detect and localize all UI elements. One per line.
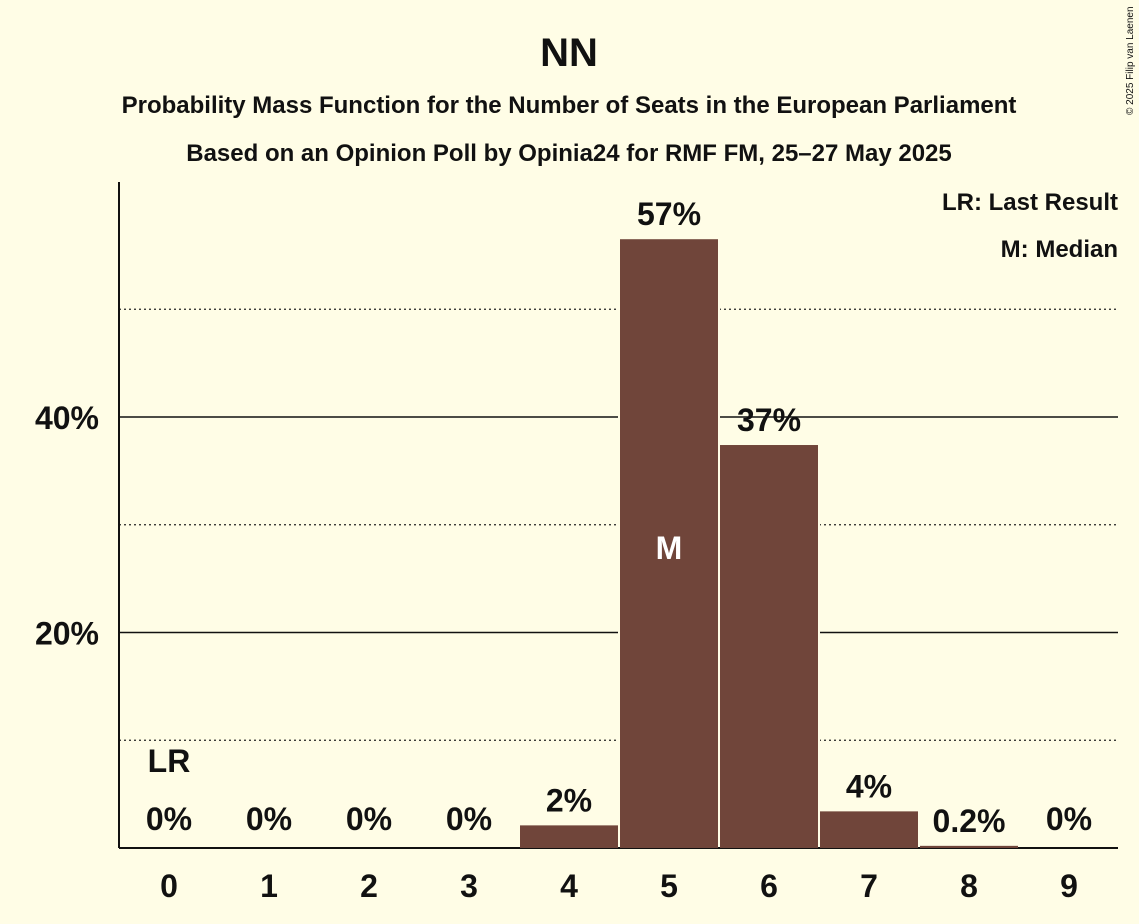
chart-title: NN [540, 31, 598, 75]
bar [720, 445, 818, 848]
data-label: 57% [637, 196, 701, 232]
data-label: 0% [446, 801, 492, 837]
x-tick-label: 6 [760, 868, 778, 904]
bar [620, 239, 718, 848]
data-label: 37% [737, 402, 801, 438]
data-label: 0% [346, 801, 392, 837]
bar [820, 811, 918, 848]
data-label: 0% [146, 801, 192, 837]
chart-subtitle-2: Based on an Opinion Poll by Opinia24 for… [186, 140, 952, 167]
data-label: 0.2% [933, 803, 1006, 839]
copyright: © 2025 Filip van Laenen [1125, 6, 1136, 115]
legend-last-result: LR: Last Result [942, 189, 1118, 216]
y-tick-label: 40% [35, 400, 99, 436]
x-tick-label: 9 [1060, 868, 1078, 904]
data-label: 4% [846, 768, 892, 804]
x-tick-label: 3 [460, 868, 478, 904]
bar [920, 845, 1018, 848]
data-label: 0% [246, 801, 292, 837]
x-tick-label: 1 [260, 868, 278, 904]
x-tick-label: 7 [860, 868, 878, 904]
bar [520, 825, 618, 848]
bar-gap [918, 843, 1020, 847]
median-marker: M [656, 530, 683, 566]
data-label: 0% [1046, 801, 1092, 837]
x-tick-label: 0 [160, 868, 178, 904]
x-tick-label: 5 [660, 868, 678, 904]
x-tick-label: 2 [360, 868, 378, 904]
y-tick-label: 20% [35, 616, 99, 652]
x-tick-label: 4 [560, 868, 578, 904]
data-label: 2% [546, 782, 592, 818]
chart-subtitle: Probability Mass Function for the Number… [122, 92, 1017, 119]
last-result-marker: LR [148, 743, 191, 779]
legend-median: M: Median [1001, 236, 1118, 263]
x-tick-label: 8 [960, 868, 978, 904]
